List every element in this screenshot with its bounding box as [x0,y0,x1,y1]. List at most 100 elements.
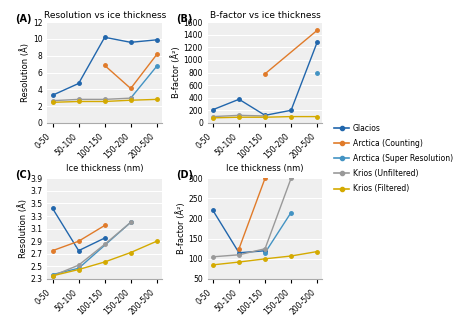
Y-axis label: Resolution (Å): Resolution (Å) [18,199,27,258]
Krios (Filtered) [314,250,320,254]
Line: Krios (Filtered): Krios (Filtered) [51,98,158,104]
Glacios [76,81,82,85]
Krios (Filtered) [236,115,242,119]
Arctica (Counting) [262,72,268,76]
Arctica (Super Resolution) [76,266,82,270]
Line: Arctica (Counting): Arctica (Counting) [264,29,319,75]
Krios (Filtered) [50,100,55,104]
Arctica (Super Resolution) [154,64,160,68]
Glacios [314,41,320,44]
Line: Krios (Unfiltered): Krios (Unfiltered) [211,113,267,118]
Text: (D): (D) [176,170,193,180]
Arctica (Super Resolution) [262,251,268,255]
Line: Glacios: Glacios [211,41,319,117]
Glacios [76,249,82,253]
Line: Krios (Filtered): Krios (Filtered) [51,239,158,278]
Krios (Filtered) [128,251,134,255]
Line: Arctica (Counting): Arctica (Counting) [237,177,267,250]
Line: Krios (Unfiltered): Krios (Unfiltered) [51,221,132,278]
Krios (Filtered) [288,115,294,119]
Line: Arctica (Super Resolution): Arctica (Super Resolution) [129,64,158,100]
Krios (Filtered) [128,98,134,102]
Glacios [154,38,160,42]
Glacios [50,207,55,210]
Krios (Filtered) [314,115,320,119]
Krios (Unfiltered) [50,274,55,278]
Line: Arctica (Super Resolution): Arctica (Super Resolution) [51,221,132,276]
Line: Arctica (Super Resolution): Arctica (Super Resolution) [264,211,293,255]
X-axis label: Ice thickness (nm): Ice thickness (nm) [66,164,144,172]
Krios (Unfiltered) [210,115,216,119]
Text: (B): (B) [176,14,192,24]
Line: Glacios: Glacios [51,36,158,97]
Line: Krios (Unfiltered): Krios (Unfiltered) [211,177,293,259]
Krios (Filtered) [154,98,160,101]
Arctica (Counting) [76,239,82,243]
Arctica (Counting) [236,247,242,251]
Line: Glacios: Glacios [211,209,267,255]
Krios (Unfiltered) [236,253,242,257]
Glacios [262,249,268,253]
Legend: Glacios, Arctica (Counting), Arctica (Super Resolution), Krios (Unfiltered), Kri: Glacios, Arctica (Counting), Arctica (Su… [331,121,456,196]
Title: Resolution vs ice thickness: Resolution vs ice thickness [44,11,166,20]
Krios (Filtered) [102,260,108,264]
Arctica (Counting) [154,53,160,56]
Arctica (Super Resolution) [128,96,134,100]
Glacios [288,108,294,112]
Krios (Filtered) [76,100,82,103]
X-axis label: Ice thickness (nm): Ice thickness (nm) [226,164,304,172]
Krios (Filtered) [76,268,82,271]
Arctica (Super Resolution) [288,210,294,214]
Krios (Unfiltered) [76,263,82,267]
Glacios [210,209,216,212]
Krios (Filtered) [50,274,55,278]
Krios (Unfiltered) [76,98,82,101]
Glacios [102,236,108,240]
Y-axis label: Resolution (Å): Resolution (Å) [20,43,30,102]
Arctica (Super Resolution) [128,220,134,224]
Krios (Filtered) [236,260,242,264]
Text: (A): (A) [15,14,32,24]
Title: B-factor vs ice thickness: B-factor vs ice thickness [210,11,320,20]
Glacios [236,97,242,101]
Glacios [210,108,216,112]
Krios (Filtered) [288,254,294,258]
Krios (Filtered) [102,100,108,103]
Glacios [262,113,268,117]
Krios (Unfiltered) [102,98,108,101]
Line: Arctica (Counting): Arctica (Counting) [103,53,158,90]
Krios (Unfiltered) [236,113,242,117]
Krios (Unfiltered) [262,114,268,118]
Krios (Unfiltered) [102,243,108,246]
Line: Krios (Unfiltered): Krios (Unfiltered) [51,96,132,102]
Arctica (Super Resolution) [50,273,55,276]
Arctica (Counting) [102,223,108,227]
Glacios [128,41,134,44]
Text: (C): (C) [15,170,32,180]
Line: Arctica (Counting): Arctica (Counting) [51,224,106,252]
Krios (Filtered) [262,257,268,261]
Krios (Filtered) [210,263,216,267]
Krios (Unfiltered) [50,99,55,103]
Krios (Unfiltered) [262,247,268,251]
Krios (Filtered) [210,116,216,120]
Arctica (Counting) [102,63,108,67]
Glacios [50,93,55,97]
Glacios [102,36,108,39]
Line: Glacios: Glacios [51,207,106,252]
Arctica (Counting) [50,249,55,253]
Y-axis label: B-factor (Å²): B-factor (Å²) [171,47,181,98]
Line: Krios (Filtered): Krios (Filtered) [211,250,319,267]
Glacios [236,251,242,255]
Krios (Filtered) [262,115,268,119]
Krios (Unfiltered) [288,176,294,180]
Arctica (Counting) [262,176,268,180]
Arctica (Counting) [128,87,134,90]
Krios (Unfiltered) [128,96,134,100]
Krios (Filtered) [154,239,160,243]
Y-axis label: B-factor (Å²): B-factor (Å²) [176,203,185,255]
Arctica (Counting) [314,29,320,32]
Krios (Unfiltered) [210,255,216,259]
Krios (Unfiltered) [128,220,134,224]
Line: Krios (Filtered): Krios (Filtered) [211,115,319,120]
